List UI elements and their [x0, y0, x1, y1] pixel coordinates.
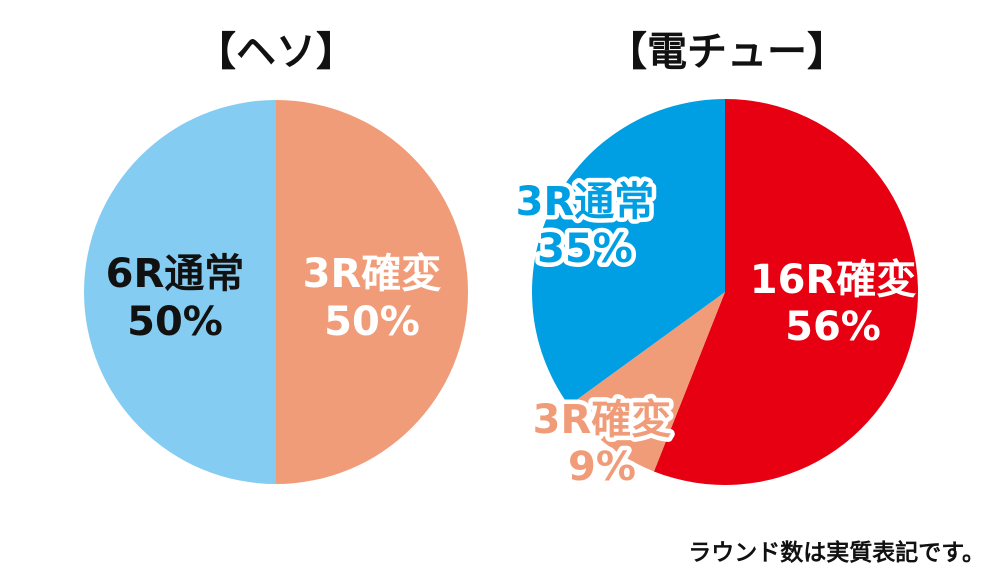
- denchu-slice-label-16r-kakuhen: 16R確変 56%: [750, 257, 916, 350]
- heso-pie-slices: [84, 100, 468, 484]
- heso-slice-label-6r-tsujo: 6R通常 50%: [106, 251, 245, 345]
- heso-pie-chart: 【ヘソ】 3R確変 50% 6R通常 50%: [84, 29, 468, 484]
- denchu-slice-label-3r-kakuhen: 3R確変 9%: [528, 393, 676, 495]
- denchu-16r-kakuhen-percent: 56%: [785, 304, 881, 350]
- denchu-pie-slice-3: [532, 98, 725, 406]
- heso-3r-kakuhen-percent: 50%: [324, 299, 420, 345]
- heso-6r-tsujo-name: 6R通常: [106, 251, 245, 297]
- heso-pie-slice-2: [84, 100, 276, 484]
- denchu-pie-slices: [532, 98, 918, 485]
- denchu-pie-slice-1: [653, 99, 918, 485]
- denchu-3r-kakuhen-percent: 9%: [568, 444, 636, 490]
- denchu-3r-tsujo-name: 3R通常: [516, 179, 655, 225]
- denchu-slice-label-3r-tsujo: 3R通常 35%: [511, 175, 659, 277]
- denchu-pie-slice-2: [568, 292, 725, 472]
- footnote-text: ラウンド数は実質表記です。: [688, 539, 985, 566]
- denchu-chart-title: 【電チュー】: [607, 29, 847, 75]
- denchu-3r-tsujo-percent: 35%: [537, 226, 633, 272]
- heso-6r-tsujo-percent: 50%: [127, 299, 223, 345]
- denchu-pie-chart: 【電チュー】 16R確変 56% 3R確変 9% 3R通常 35%: [511, 29, 918, 495]
- denchu-16r-kakuhen-name: 16R確変: [750, 257, 916, 303]
- denchu-3r-kakuhen-name: 3R確変: [533, 397, 672, 443]
- heso-3r-kakuhen-name: 3R確変: [303, 251, 442, 297]
- heso-chart-title: 【ヘソ】: [196, 29, 356, 75]
- heso-pie-slice-1: [276, 100, 468, 484]
- heso-slice-label-3r-kakuhen: 3R確変 50%: [303, 251, 442, 345]
